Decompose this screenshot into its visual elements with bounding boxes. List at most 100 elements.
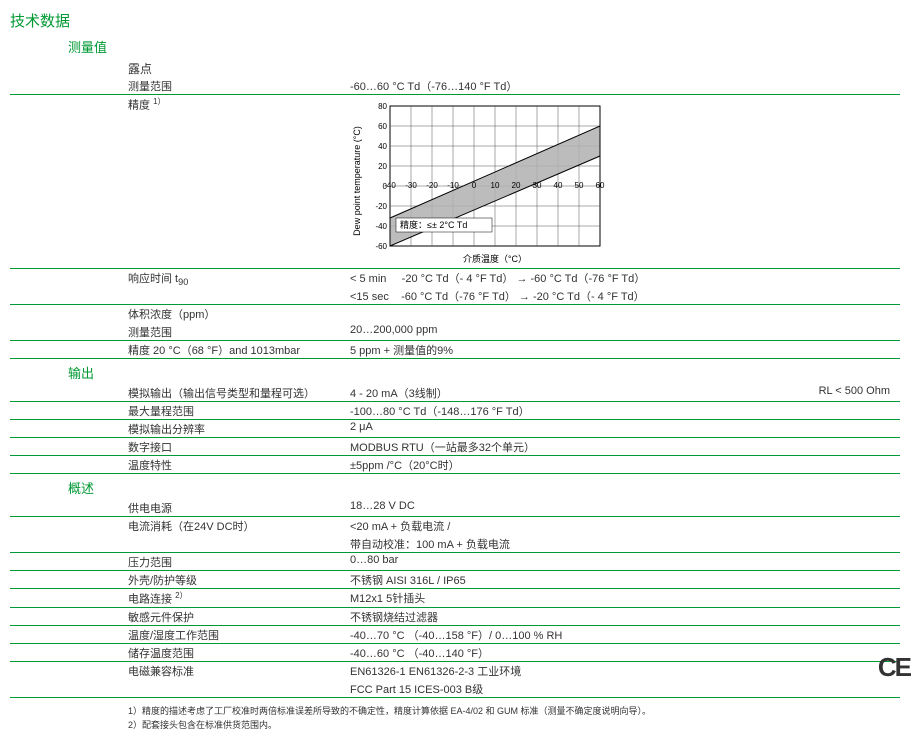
analog-out-label: 模拟输出（输出信号类型和量程可选） — [10, 385, 350, 401]
current-value-2: 带自动校准：100 mA + 负载电流 — [350, 536, 900, 552]
footnotes: 1）精度的描述考虑了工厂校准时两倍标准误差所导致的不确定性，精度计算依据 EA-… — [128, 704, 900, 733]
footnote-2: 2）配套接头包含在标准供货范围内。 — [128, 718, 900, 732]
response-text: 响应时间 t — [128, 273, 178, 285]
emc-value-2: FCC Part 15 ICES-003 B级 — [350, 681, 900, 697]
storage-label: 储存温度范围 — [10, 645, 350, 661]
digital-label: 数字接口 — [10, 439, 350, 455]
ppm-title: 体积浓度（ppm） — [10, 306, 350, 322]
temp-char-value: ±5ppm /°C（20°C时） — [350, 457, 900, 473]
section-general: 概述 — [68, 478, 900, 497]
svg-text:40: 40 — [554, 181, 563, 190]
svg-text:60: 60 — [596, 181, 605, 190]
current-value-1: <20 mA + 负载电流 / — [350, 518, 900, 534]
svg-text:50: 50 — [575, 181, 584, 190]
chart-ylabel: Dew point temperature (°C) — [352, 126, 362, 236]
response-value-1: < 5 min -20 °C Td（- 4 °F Td） → -60 °C Td… — [350, 270, 900, 286]
accuracy-sup: 1） — [153, 97, 165, 106]
econn-sup: 2） — [175, 591, 187, 600]
max-range-value: -100…80 °C Td（-148…176 °F Td） — [350, 403, 900, 419]
resp2-c: -20 °C Td（- 4 °F Td） — [533, 291, 645, 303]
max-range-label: 最大量程范围 — [10, 403, 350, 419]
econn-value: M12x1 5针插头 — [350, 590, 900, 606]
main-title: 技术数据 — [10, 10, 70, 31]
sensor-label: 敏感元件保护 — [10, 609, 350, 625]
resp1-c: -60 °C Td（-76 °F Td） — [531, 273, 646, 285]
ppm-acc-label: 精度 20 °C（68 °F）and 1013mbar — [10, 342, 350, 358]
svg-text:80: 80 — [378, 102, 387, 111]
analog-res-label: 模拟输出分辨率 — [10, 421, 350, 437]
digital-value: MODBUS RTU（一站最多32个单元） — [350, 439, 900, 455]
row-current-2: 带自动校准：100 mA + 负载电流 — [10, 535, 900, 553]
section-measured: 测量值 — [68, 37, 900, 56]
row-analog-out: 模拟输出（输出信号类型和量程可选） 4 - 20 mA（3线制） RL < 50… — [10, 384, 900, 402]
accuracy-text: 精度 — [128, 100, 153, 112]
temprange-label: 温度/湿度工作范围 — [10, 627, 350, 643]
accuracy-label: 精度 1） — [10, 96, 350, 113]
svg-text:-10: -10 — [447, 181, 459, 190]
temprange-value: -40…70 °C （-40…158 °F）/ 0…100 % RH — [350, 627, 900, 643]
svg-text:-40: -40 — [384, 181, 396, 190]
row-accuracy-label: 精度 1） — [10, 95, 900, 266]
arrow-icon-2: → — [519, 291, 533, 303]
svg-text:10: 10 — [491, 181, 500, 190]
annotation-text: 精度：≤± 2°C Td — [400, 219, 467, 230]
enclosure-label: 外壳/防护等级 — [10, 572, 350, 588]
row-response-2: <15 sec -60 °C Td（-76 °F Td） → -20 °C Td… — [10, 287, 900, 305]
analog-out-right: RL < 500 Ohm — [819, 385, 900, 397]
resp2-b: -60 °C Td（-76 °F Td） — [401, 291, 516, 303]
analog-res-value: 2 μA — [350, 421, 900, 433]
emc-value-1: EN61326-1 EN61326-2-3 工业环境 — [350, 663, 900, 679]
row-response-1: 响应时间 t90 < 5 min -20 °C Td（- 4 °F Td） → … — [10, 269, 900, 287]
row-ppm-range: 测量范围 20…200,000 ppm — [10, 323, 900, 341]
row-emc-2: FCC Part 15 ICES-003 B级 — [10, 680, 900, 698]
range-label: 测量范围 — [10, 78, 350, 94]
supply-label: 供电电源 — [10, 500, 350, 516]
section-output: 输出 — [68, 363, 900, 382]
row-emc-1: 电磁兼容标准 EN61326-1 EN61326-2-3 工业环境 — [10, 662, 900, 680]
ppm-acc-value: 5 ppm + 测量值的9% — [350, 342, 900, 358]
svg-text:-60: -60 — [375, 242, 387, 251]
accuracy-chart: 精度：≤± 2°C Td 806040 200-20 -40-60 -40-30… — [350, 96, 630, 266]
pressure-value: 0…80 bar — [350, 554, 900, 566]
analog-out-main: 4 - 20 mA（3线制） — [350, 388, 448, 400]
resp1-a: < 5 min — [350, 273, 386, 285]
arrow-icon: → — [516, 273, 530, 285]
row-current-1: 电流消耗（在24V DC时） <20 mA + 负载电流 / — [10, 517, 900, 535]
main-title-wrap: 技术数据 — [10, 10, 900, 33]
pressure-label: 压力范围 — [10, 554, 350, 570]
svg-text:20: 20 — [378, 162, 387, 171]
svg-text:30: 30 — [533, 181, 542, 190]
row-range: 测量范围 -60…60 °C Td（-76…140 °F Td） — [10, 77, 900, 95]
dewpoint-subtitle: 露点 — [128, 60, 900, 77]
storage-value: -40…60 °C （-40…140 °F） — [350, 645, 900, 661]
accuracy-chart-cell: 精度：≤± 2°C Td 806040 200-20 -40-60 -40-30… — [350, 96, 900, 266]
row-econn: 电路连接 2） M12x1 5针插头 — [10, 589, 900, 608]
svg-text:-40: -40 — [375, 222, 387, 231]
response-sub: 90 — [178, 277, 188, 287]
range-value: -60…60 °C Td（-76…140 °F Td） — [350, 78, 900, 94]
row-ppm-acc: 精度 20 °C（68 °F）and 1013mbar 5 ppm + 测量值的… — [10, 341, 900, 359]
chart-xlabel: 介质温度（°C） — [463, 253, 527, 264]
yticks: 806040 200-20 -40-60 — [375, 102, 387, 251]
row-ppm-title: 体积浓度（ppm） — [10, 305, 900, 323]
analog-out-value: 4 - 20 mA（3线制） RL < 500 Ohm — [350, 385, 900, 401]
resp2-a: <15 sec — [350, 291, 389, 303]
enclosure-value: 不锈钢 AISI 316L / IP65 — [350, 572, 900, 588]
resp1-b: -20 °C Td（- 4 °F Td） — [402, 273, 514, 285]
row-enclosure: 外壳/防护等级 不锈钢 AISI 316L / IP65 — [10, 571, 900, 589]
svg-text:20: 20 — [512, 181, 521, 190]
temp-char-label: 温度特性 — [10, 457, 350, 473]
response-value-2: <15 sec -60 °C Td（-76 °F Td） → -20 °C Td… — [350, 288, 900, 304]
footnote-1: 1）精度的描述考虑了工厂校准时两倍标准误差所导致的不确定性，精度计算依据 EA-… — [128, 704, 900, 718]
row-temprange: 温度/湿度工作范围 -40…70 °C （-40…158 °F）/ 0…100 … — [10, 626, 900, 644]
row-analog-res: 模拟输出分辨率 2 μA — [10, 420, 900, 438]
emc-label: 电磁兼容标准 — [10, 663, 350, 679]
row-pressure: 压力范围 0…80 bar — [10, 553, 900, 571]
sensor-value: 不锈钢烧结过滤器 — [350, 609, 900, 625]
svg-text:60: 60 — [378, 122, 387, 131]
response-label: 响应时间 t90 — [10, 270, 350, 287]
svg-text:-20: -20 — [426, 181, 438, 190]
svg-text:0: 0 — [472, 181, 477, 190]
econn-label: 电路连接 2） — [10, 590, 350, 607]
row-supply: 供电电源 18…28 V DC — [10, 499, 900, 517]
